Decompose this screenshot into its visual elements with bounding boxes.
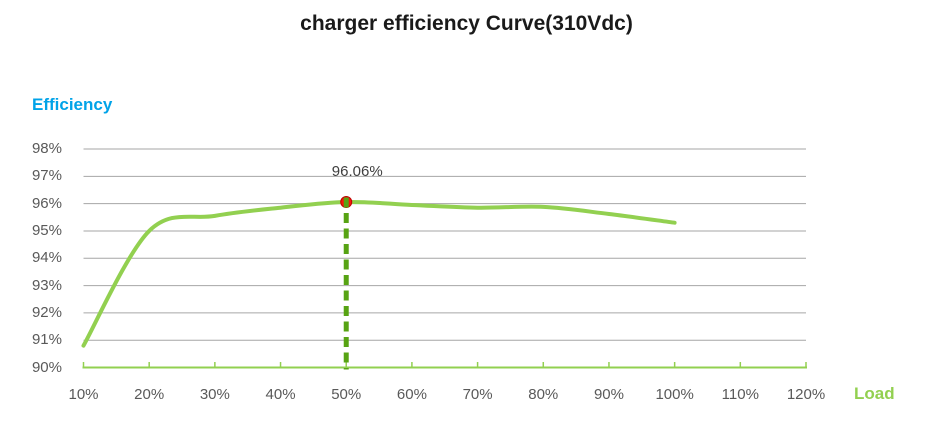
efficiency-axis-title: Efficiency bbox=[32, 95, 113, 114]
y-tick-label: 96% bbox=[31, 194, 62, 212]
x-tick-label: 20% bbox=[134, 386, 165, 403]
x-tick-label: 80% bbox=[528, 386, 559, 403]
x-tick-label: 40% bbox=[265, 386, 296, 403]
x-tick-label: 120% bbox=[786, 386, 826, 403]
x-tick-label: 50% bbox=[331, 386, 362, 403]
x-tick-label: 10% bbox=[68, 386, 99, 403]
x-tick-label: 70% bbox=[462, 386, 493, 403]
chart-title: charger efficiency Curve(310Vdc) bbox=[300, 12, 633, 35]
y-tick-label: 90% bbox=[31, 358, 62, 376]
peak-value-label: 96.06% bbox=[331, 162, 383, 180]
y-tick-label: 92% bbox=[31, 303, 62, 321]
x-tick-label: 30% bbox=[199, 386, 230, 403]
y-tick-label: 93% bbox=[31, 276, 62, 294]
y-tick-label: 95% bbox=[31, 221, 62, 239]
efficiency-curve bbox=[81, 199, 677, 348]
x-tick-label: 100% bbox=[655, 386, 694, 403]
x-tick-label: 90% bbox=[593, 386, 624, 403]
y-tick-label: 94% bbox=[31, 249, 62, 267]
load-axis-title: Load bbox=[854, 384, 895, 403]
y-tick-label: 91% bbox=[31, 331, 62, 349]
x-tick-label: 60% bbox=[396, 386, 427, 403]
y-tick-label: 98% bbox=[31, 140, 62, 157]
y-tick-label: 97% bbox=[31, 167, 62, 185]
x-tick-label: 110% bbox=[721, 386, 759, 403]
